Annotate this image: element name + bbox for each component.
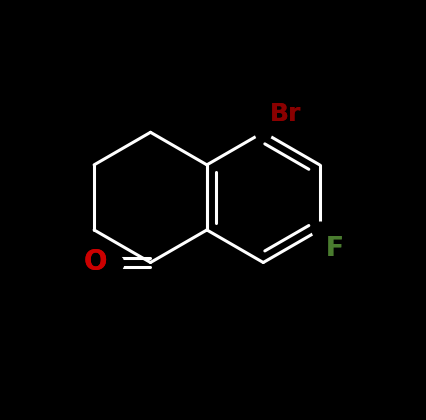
Text: Br: Br (269, 102, 300, 126)
Text: O: O (83, 249, 107, 276)
Text: O: O (83, 249, 107, 276)
Text: F: F (325, 236, 343, 262)
Text: Br: Br (269, 102, 300, 126)
Text: F: F (325, 236, 343, 262)
